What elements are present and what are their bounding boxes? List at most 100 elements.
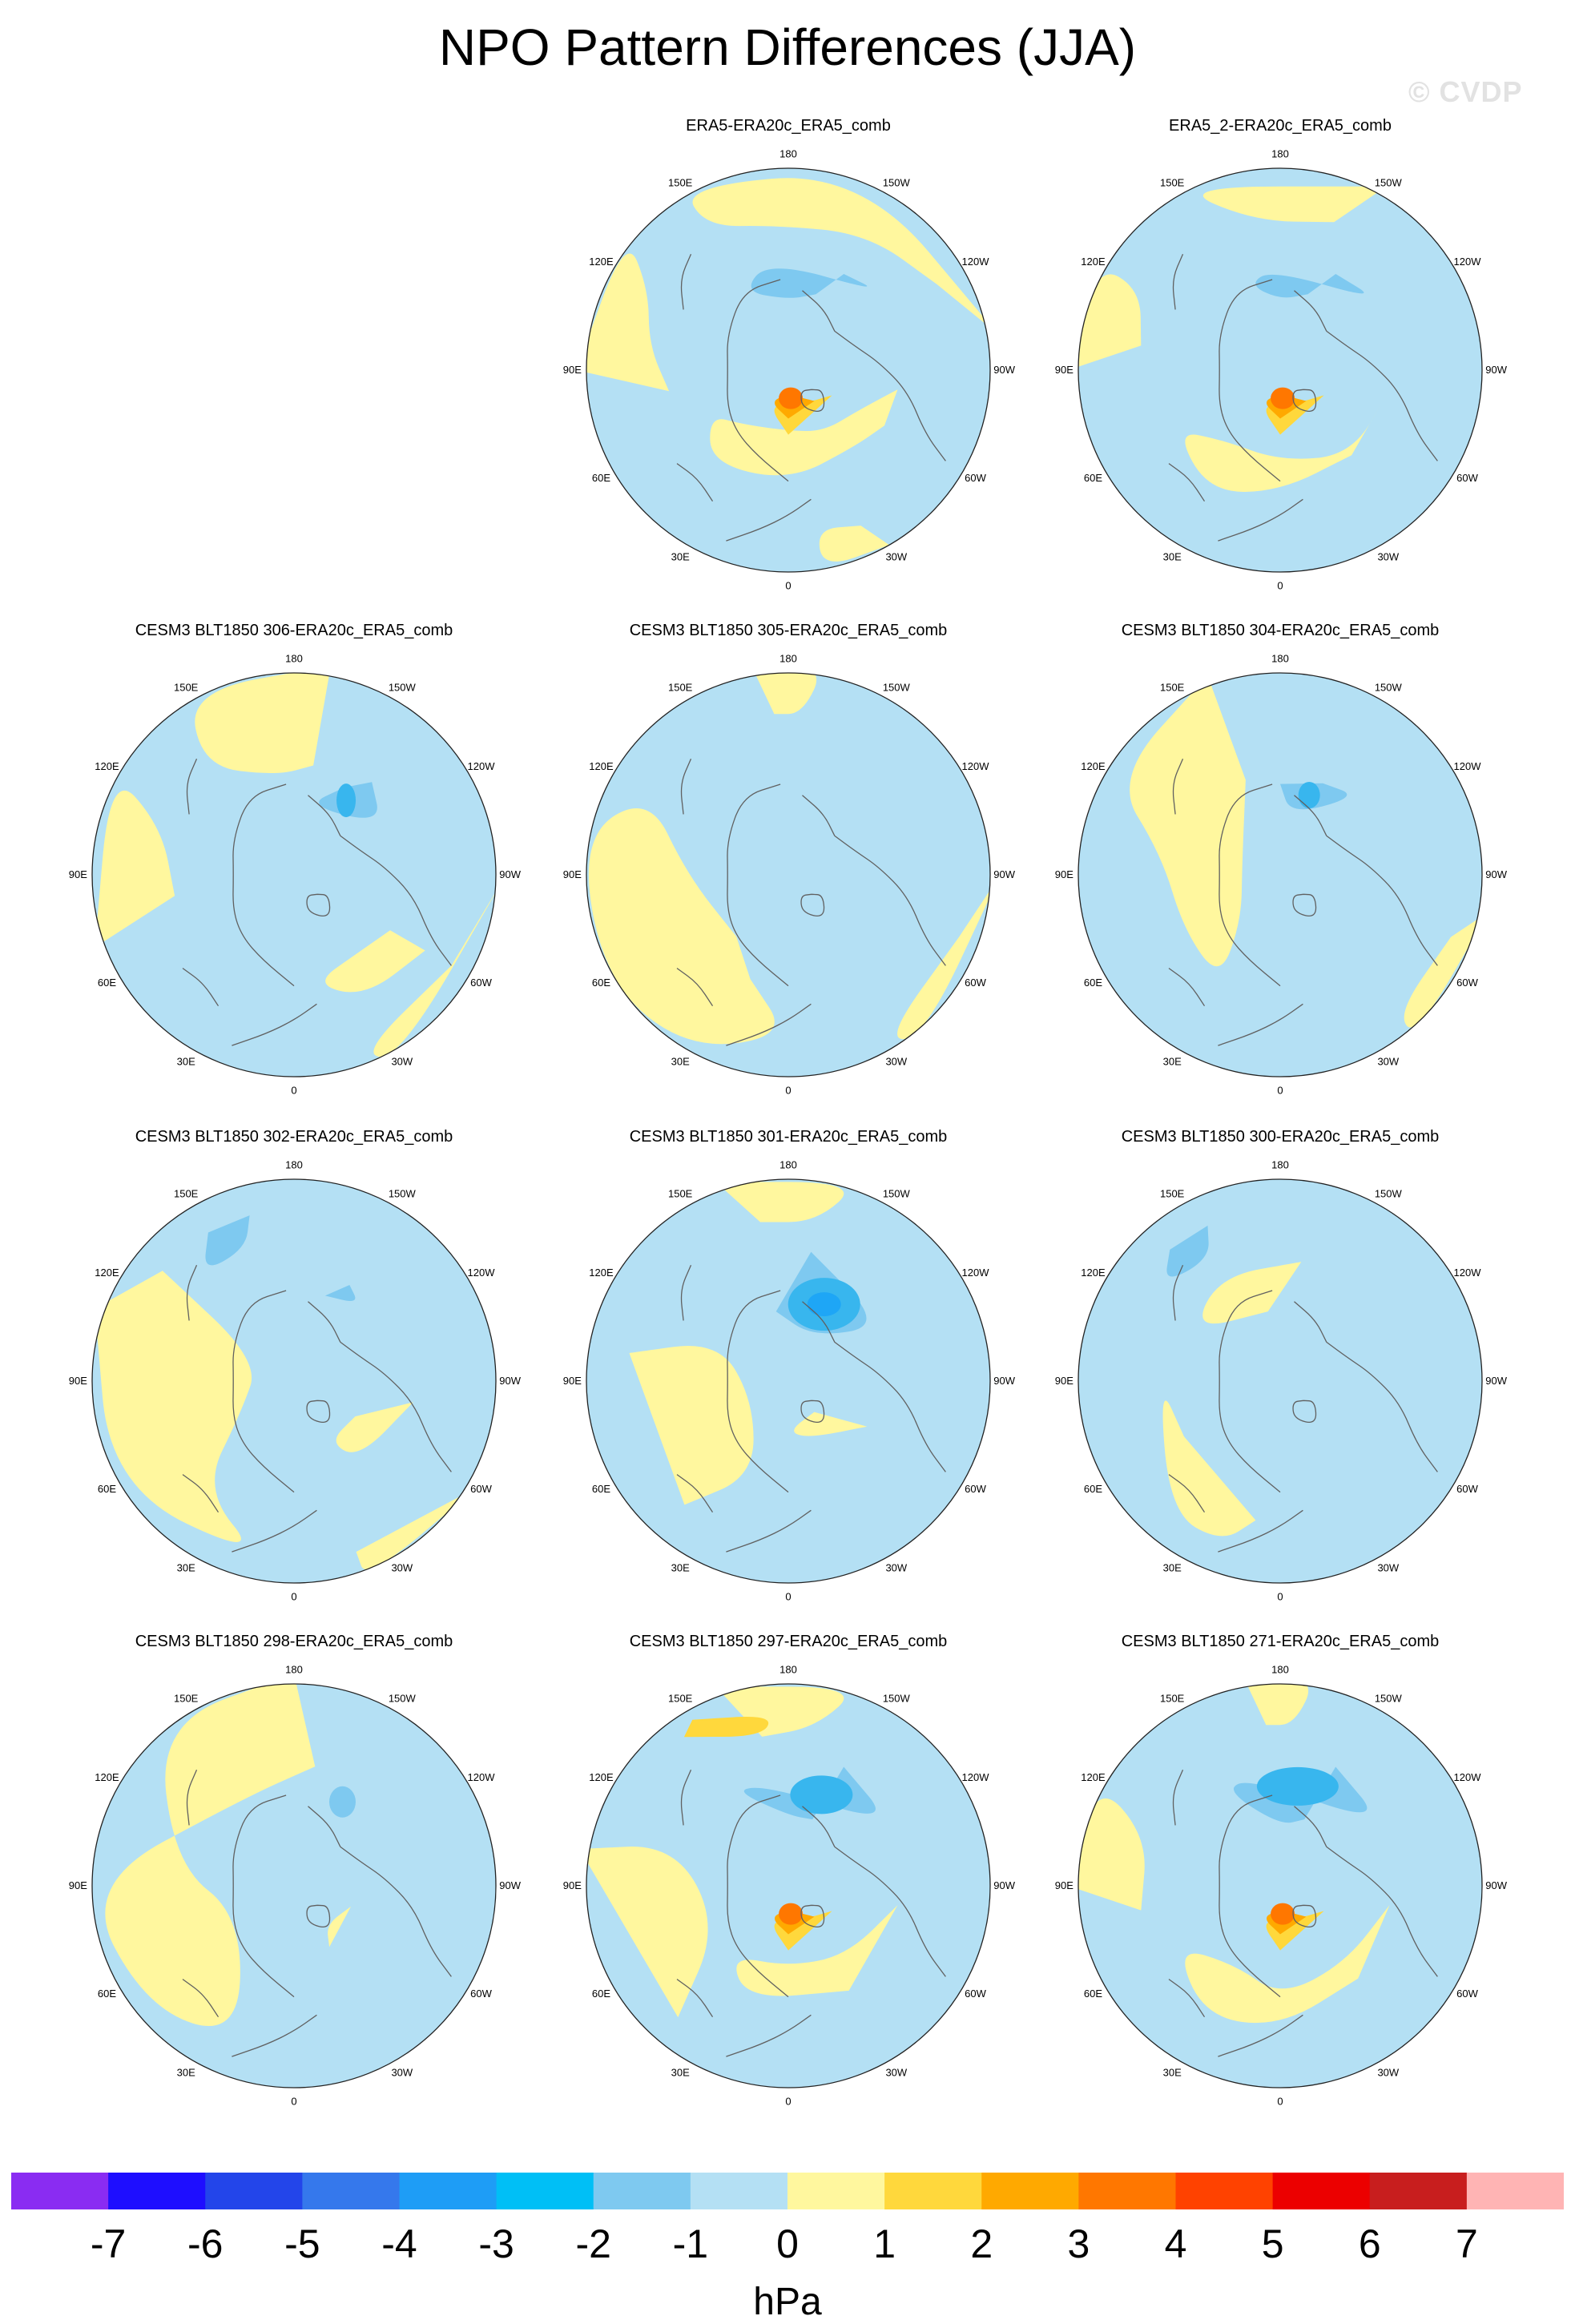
longitude-label: 120W [1454, 1771, 1482, 1783]
contour-region [586, 1847, 708, 2018]
contour-region [586, 253, 670, 392]
contour-region [683, 1717, 769, 1738]
longitude-label: 60E [1084, 1988, 1102, 2000]
longitude-label: 0 [1277, 580, 1283, 592]
coastline [182, 1979, 220, 2018]
colorbar-tick-label: 1 [873, 2221, 896, 2266]
longitude-label: 30W [391, 1056, 413, 1068]
map-disc-background [1078, 1179, 1482, 1583]
polar-map: 180 150E 120E 90E 60E 30E 0 30W 60W 90W 120W 150W [1055, 147, 1508, 591]
longitude-label: 90W [1485, 1879, 1507, 1891]
contour-region [1162, 1400, 1256, 1537]
longitude-label: 60E [98, 1988, 116, 2000]
longitude-label: 30W [1377, 551, 1399, 563]
coastline [680, 1264, 692, 1321]
colorbar-tick-label: 6 [1358, 2221, 1381, 2266]
polar-map: 180 150E 120E 90E 60E 30E 0 30W 60W 90W 120W 150W [563, 652, 1016, 1096]
colorbar-swatch [205, 2173, 303, 2209]
coastline [1172, 253, 1184, 310]
longitude-label: 120E [589, 1771, 614, 1783]
contour-field [1130, 675, 1482, 1046]
colorbar-swatch [108, 2173, 206, 2209]
coastline [182, 968, 220, 1007]
longitude-label: 90E [1055, 364, 1073, 376]
polar-map: 180 150E 120E 90E 60E 30E 0 30W 60W 90W 120W 150W [1055, 1158, 1508, 1602]
longitude-label: 60E [592, 472, 610, 484]
contour-region [715, 1182, 844, 1222]
colorbar-tick-label: -2 [575, 2221, 611, 2266]
map-border [91, 1178, 497, 1584]
contour-field [1078, 186, 1438, 542]
coastline [306, 1904, 331, 1927]
longitude-label: 150W [1375, 176, 1403, 188]
coastline [232, 1003, 317, 1046]
coastline [232, 2014, 317, 2057]
coastline [727, 1290, 789, 1493]
longitude-label: 30E [671, 551, 690, 563]
longitude-label: 150W [389, 1187, 417, 1199]
map-panel: CESM3 BLT1850 304-ERA20c_ERA5_comb 180 15… [1055, 622, 1508, 1097]
polar-map: 180 150E 120E 90E 60E 30E 0 30W 60W 90W 120W 150W [69, 1158, 522, 1602]
longitude-label: 0 [785, 2096, 791, 2108]
longitude-label: 60E [592, 1483, 610, 1495]
map-panel: CESM3 BLT1850 301-ERA20c_ERA5_comb 180 15… [563, 1128, 1016, 1603]
contour-region [1298, 782, 1320, 809]
map-panel: CESM3 BLT1850 300-ERA20c_ERA5_comb 180 15… [1055, 1128, 1508, 1603]
coastline [232, 1509, 317, 1553]
coastline [800, 389, 825, 412]
colorbar-swatch [1466, 2173, 1564, 2209]
contour-field [629, 1182, 946, 1553]
coastline [1294, 290, 1327, 332]
coastline [834, 330, 946, 461]
coastline [1294, 1806, 1327, 1847]
longitude-label: 60W [965, 1483, 986, 1495]
longitude-label: 60W [1456, 1988, 1478, 2000]
longitude-label: 60W [470, 1988, 492, 2000]
contour-region [751, 268, 868, 298]
map-panel: CESM3 BLT1850 298-ERA20c_ERA5_comb 180 15… [69, 1633, 522, 2108]
longitude-label: 60W [965, 977, 986, 989]
panel-title: CESM3 BLT1850 302-ERA20c_ERA5_comb [135, 1128, 453, 1146]
longitude-label: 60W [470, 1483, 492, 1495]
longitude-label: 150W [389, 1692, 417, 1704]
longitude-label: 90W [1485, 364, 1507, 376]
longitude-label: 120W [468, 1771, 496, 1783]
longitude-label: 60E [592, 1988, 610, 2000]
contour-field [95, 673, 496, 1057]
longitude-label: 150E [668, 1692, 693, 1704]
coastline [1219, 1290, 1281, 1493]
contour-field [1078, 1684, 1438, 2057]
longitude-label: 120W [1454, 256, 1482, 268]
coastline [186, 1769, 198, 1826]
longitude-label: 90W [993, 364, 1015, 376]
colorbar-swatch [1272, 2173, 1371, 2209]
contour-region [819, 526, 889, 562]
coastline [1294, 1301, 1327, 1343]
map-panel: ERA5-ERA20c_ERA5_comb 180 150E 120E 90E 60E 3… [563, 117, 1016, 592]
colorbar-tick-label: -1 [672, 2221, 709, 2266]
longitude-label: 120W [468, 1267, 496, 1279]
longitude-label: 0 [291, 1591, 296, 1603]
coastline [232, 1290, 295, 1493]
longitude-label: 0 [785, 580, 791, 592]
longitude-label: 30W [391, 2067, 413, 2079]
longitude-label: 120W [1454, 760, 1482, 772]
longitude-label: 150W [883, 681, 911, 693]
coastline [676, 968, 714, 1007]
map-disc-background [1078, 168, 1482, 572]
colorbar-swatch [1369, 2173, 1468, 2209]
map-border [91, 672, 497, 1077]
colorbar [11, 2173, 1564, 2209]
coastline [1172, 1769, 1184, 1826]
coastline [834, 835, 946, 966]
longitude-label: 60W [965, 1988, 986, 2000]
longitude-label: 0 [291, 2096, 296, 2108]
coastline [802, 795, 836, 836]
longitude-label: 0 [785, 1591, 791, 1603]
coastline [1168, 463, 1206, 502]
contour-region [336, 783, 356, 818]
contour-region [373, 875, 496, 1057]
panel-title: CESM3 BLT1850 305-ERA20c_ERA5_comb [629, 622, 948, 639]
contour-region [1271, 1903, 1295, 1925]
longitude-label: 90E [563, 1375, 582, 1387]
